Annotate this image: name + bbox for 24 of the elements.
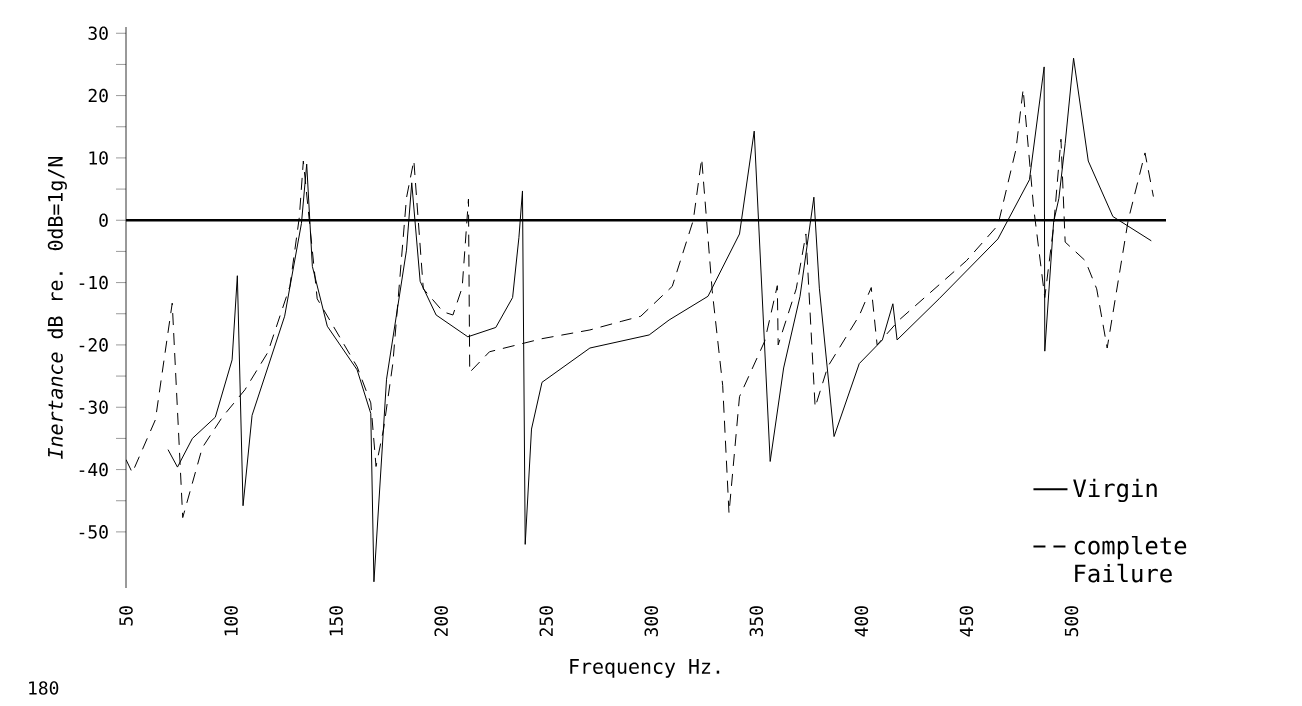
x-tick-label: 450 <box>959 606 974 637</box>
x-tick-label: 50 <box>119 606 133 626</box>
x-tick-label: 500 <box>1064 606 1079 637</box>
y-tick-label: -20 <box>79 338 108 352</box>
x-tick-label: 400 <box>854 606 869 637</box>
y-tick-label: 30 <box>88 26 108 41</box>
y-tick-label: -10 <box>79 275 108 290</box>
y-tick-label: 10 <box>89 151 108 165</box>
y-tick-label: -50 <box>79 525 108 539</box>
y-tick-label: 0 <box>99 213 108 228</box>
x-tick-label: 250 <box>539 606 553 637</box>
y-axis-title: Inertance dB re. 0dB=1g/N <box>47 156 67 459</box>
legend-label: complete Failure <box>1074 535 1187 583</box>
x-tick-label: 200 <box>434 606 448 637</box>
x-axis-title: Frequency Hz. <box>570 659 720 678</box>
y-tick-label: -30 <box>79 400 108 415</box>
x-tick-label: 100 <box>224 606 238 636</box>
text: 180 <box>29 681 59 695</box>
y-tick-label: 20 <box>88 88 108 103</box>
x-tick-label: 350 <box>749 606 764 637</box>
legend-label: Virgin <box>1073 478 1157 503</box>
x-tick-label: 150 <box>329 606 343 636</box>
y-tick-label: -40 <box>79 462 108 477</box>
x-tick-label: 300 <box>644 606 659 637</box>
